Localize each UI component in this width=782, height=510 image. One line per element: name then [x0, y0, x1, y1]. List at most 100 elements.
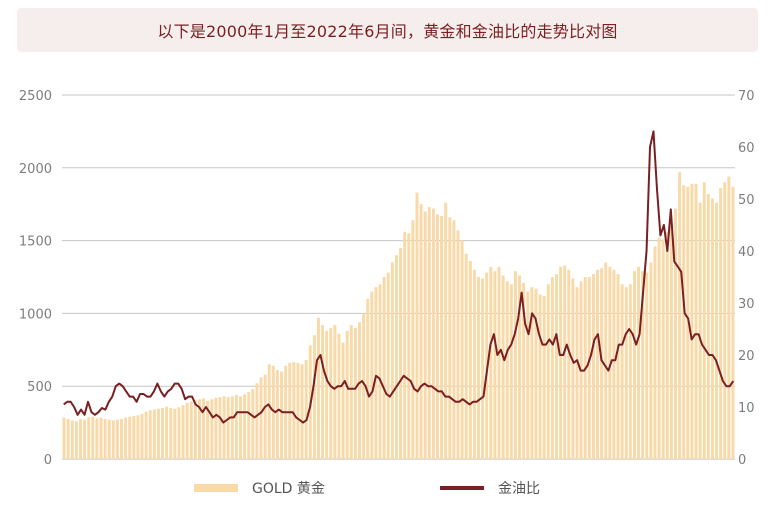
- gold-bar: [431, 208, 435, 459]
- gold-bar: [710, 198, 714, 459]
- gold-bar: [165, 406, 169, 459]
- gold-bar: [103, 418, 107, 459]
- gold-bar: [136, 415, 140, 459]
- gold-bar: [596, 269, 599, 459]
- legend-ratio: 金油比: [440, 476, 540, 500]
- gold-bar: [177, 407, 181, 459]
- gold-bar: [665, 231, 669, 459]
- gold-bar: [399, 247, 403, 459]
- gold-bar: [325, 330, 329, 459]
- gold-bar: [83, 419, 87, 459]
- gold-bar: [300, 364, 304, 459]
- gold-bar: [419, 204, 423, 459]
- gold-bar: [460, 240, 464, 459]
- left-tick-label: 2000: [19, 162, 52, 177]
- gold-bar: [632, 271, 636, 459]
- gold-bar: [518, 275, 522, 459]
- gold-bar: [124, 417, 128, 459]
- gold-bar: [132, 416, 136, 459]
- gold-bar: [522, 282, 526, 459]
- gold-bar: [731, 186, 735, 460]
- gold-bar: [386, 272, 390, 459]
- gold-bar: [271, 365, 275, 459]
- gold-bar: [78, 418, 82, 459]
- gold-bar: [107, 419, 111, 459]
- gold-bar: [657, 237, 661, 459]
- gold-bar: [292, 362, 296, 459]
- gold-bar: [472, 269, 476, 459]
- gold-bar: [370, 291, 374, 459]
- gold-bar: [567, 269, 571, 459]
- gold-bar: [608, 266, 612, 459]
- gold-bar: [678, 172, 682, 460]
- gold-bar: [255, 383, 259, 459]
- gold-bar: [275, 370, 279, 459]
- gold-bar: [251, 389, 255, 459]
- left-tick-label: 2500: [19, 89, 52, 104]
- gold-bar: [444, 202, 448, 460]
- gold-bar: [321, 325, 325, 459]
- gold-bar: [169, 408, 173, 459]
- gold-bar: [337, 333, 341, 459]
- gold-bar: [382, 277, 386, 459]
- gold-bar: [173, 408, 177, 459]
- left-tick-label: 1000: [19, 307, 52, 322]
- gold-bar: [206, 400, 210, 459]
- gold-bar: [477, 277, 480, 459]
- gold-bar: [641, 271, 645, 459]
- gold-bar: [349, 325, 353, 459]
- gold-bar: [70, 420, 74, 459]
- gold-bar: [555, 274, 558, 459]
- legend-gold-swatch: [194, 484, 238, 492]
- legend-gold: GOLD 黄金: [194, 476, 325, 500]
- gold-bar: [612, 269, 616, 459]
- title-bar: 以下是2000年1月至2022年6月间，黄金和金油比的走势比对图: [17, 8, 758, 52]
- gold-bar: [669, 226, 673, 459]
- gold-bar: [637, 266, 641, 459]
- gold-bar: [534, 288, 538, 459]
- gold-bar: [148, 410, 152, 459]
- gold-bar: [366, 298, 370, 459]
- gold-bar: [719, 188, 723, 459]
- gold-bar: [407, 233, 411, 459]
- gold-bar: [427, 207, 431, 459]
- gold-bar: [259, 377, 263, 459]
- gold-bar: [542, 295, 546, 459]
- gold-bar: [546, 284, 550, 459]
- gold-bar: [243, 394, 247, 459]
- gold-bar: [140, 413, 144, 459]
- gold-bar: [674, 208, 677, 459]
- gold-bar: [653, 246, 657, 459]
- gold-bar: [493, 271, 497, 459]
- gold-bar: [263, 374, 267, 459]
- gold-bar: [156, 408, 160, 459]
- gold-bar: [280, 371, 284, 459]
- gold-bar: [333, 325, 337, 459]
- right-tick-label: 10: [738, 401, 755, 416]
- gold-bar: [403, 231, 407, 459]
- gold-bar: [559, 266, 563, 459]
- gold-bar: [436, 214, 439, 459]
- gold-bar: [378, 284, 382, 459]
- gold-bar: [128, 416, 132, 459]
- gold-bar: [189, 401, 193, 459]
- gold-oil-ratio-line: [63, 130, 735, 424]
- gold-bar: [706, 194, 710, 459]
- gold-bar: [497, 266, 501, 459]
- gold-bar: [513, 271, 517, 459]
- gold-bar: [374, 287, 378, 459]
- gold-bar: [144, 411, 148, 459]
- gold-bar: [341, 342, 345, 459]
- gold-bar: [329, 327, 333, 459]
- right-tick-label: 0: [738, 453, 746, 468]
- gold-bar: [702, 182, 706, 460]
- gold-bar: [181, 405, 185, 459]
- gold-bar: [161, 408, 165, 459]
- gold-bar: [526, 291, 530, 459]
- chart-title: 以下是2000年1月至2022年6月间，黄金和金油比的走势比对图: [157, 22, 618, 41]
- gold-bar: [91, 416, 95, 459]
- gold-bar: [120, 418, 123, 459]
- gold-bar: [448, 217, 452, 459]
- gold-bar: [234, 394, 238, 459]
- gold-bar: [501, 275, 505, 459]
